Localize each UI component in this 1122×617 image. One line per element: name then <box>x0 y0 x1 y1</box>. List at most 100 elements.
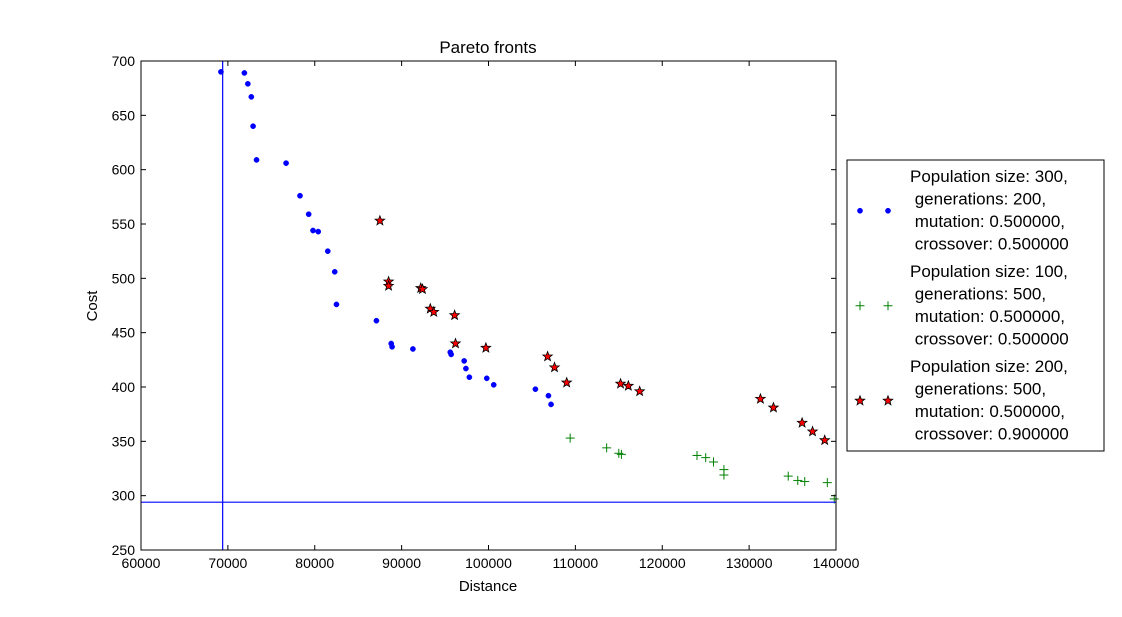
data-point-pop300-gen200-cx050-19 <box>448 351 454 358</box>
data-point-pop300-gen200-cx050-2 <box>245 80 251 87</box>
x-tick-label: 140000 <box>813 555 860 571</box>
x-tick-label: 110000 <box>553 555 599 571</box>
y-tick-label: 600 <box>112 162 136 178</box>
data-point-pop200-gen500-cx090-11 <box>548 361 561 373</box>
y-tick-label: 300 <box>112 488 136 504</box>
data-point-pop200-gen500-cx090-18 <box>796 416 808 428</box>
data-point-pop100-gen500-cx050-0 <box>565 433 575 443</box>
data-point-pop200-gen500-cx090-7 <box>448 309 461 321</box>
data-point-pop100-gen500-cx050-1 <box>602 443 612 453</box>
legend-label-pop200-gen500-cx090: Population size: 200, generations: 500, … <box>910 357 1069 444</box>
data-point-pop300-gen200-cx050-16 <box>389 343 395 350</box>
data-point-pop300-gen200-cx050-1 <box>241 70 248 76</box>
data-point-pop100-gen500-cx050-11 <box>800 477 810 487</box>
legend-marker-pop200-gen500-cx090 <box>882 394 894 406</box>
legend-label-line: crossover: 0.900000 <box>910 425 1069 444</box>
data-point-pop200-gen500-cx090-15 <box>633 385 646 397</box>
y-tick-label: 700 <box>112 53 136 69</box>
chart-title: Pareto fronts <box>439 38 536 57</box>
legend-label-line: mutation: 0.500000, <box>910 212 1065 231</box>
data-point-pop300-gen200-cx050-22 <box>466 374 473 381</box>
legend-label-line: Population size: 200, <box>910 357 1068 376</box>
data-point-pop100-gen500-cx050-9 <box>783 471 793 481</box>
data-point-pop100-gen500-cx050-10 <box>793 475 803 485</box>
data-point-pop300-gen200-cx050-21 <box>463 365 469 372</box>
x-tick-label: 70000 <box>208 555 247 571</box>
data-point-pop300-gen200-cx050-9 <box>310 227 316 234</box>
legend-label-line: generations: 500, <box>910 380 1046 399</box>
x-tick-label: 60000 <box>122 555 161 571</box>
data-point-pop200-gen500-cx090-8 <box>449 337 462 349</box>
data-point-pop300-gen200-cx050-7 <box>297 192 303 199</box>
series-pop100-gen500-cx050 <box>565 433 839 504</box>
data-point-pop200-gen500-cx090-14 <box>622 379 635 391</box>
y-tick-label: 400 <box>112 379 136 395</box>
data-point-pop100-gen500-cx050-12 <box>822 478 832 488</box>
legend-label-line: Population size: 300, <box>910 167 1068 186</box>
legend-label-pop100-gen500-cx050: Population size: 100, generations: 500, … <box>910 262 1069 349</box>
data-point-pop100-gen500-cx050-3 <box>616 449 626 459</box>
data-point-pop300-gen200-cx050-5 <box>253 157 260 163</box>
series-pop200-gen500-cx090 <box>374 214 831 446</box>
legend-label-line: mutation: 0.500000, <box>910 402 1065 421</box>
legend-label-line: mutation: 0.500000, <box>910 307 1065 326</box>
data-point-pop200-gen500-cx090-4 <box>416 283 429 295</box>
chart-text: Pareto fronts Distance Cost 60000 70000 80… <box>84 38 860 595</box>
legend-label-line: crossover: 0.500000 <box>910 330 1069 349</box>
x-tick-label: 130000 <box>726 555 773 571</box>
data-point-pop200-gen500-cx090-2 <box>382 279 395 291</box>
legend-entry-pop300-gen200-cx050: Population size: 300, generations: 200, … <box>857 167 1069 254</box>
data-point-pop200-gen500-cx090-13 <box>614 377 627 389</box>
data-point-pop200-gen500-cx090-16 <box>754 392 767 404</box>
data-point-pop300-gen200-cx050-13 <box>333 301 340 308</box>
legend-label-line: generations: 500, <box>910 285 1046 304</box>
data-point-pop100-gen500-cx050-4 <box>692 450 702 460</box>
data-point-pop300-gen200-cx050-24 <box>490 381 497 388</box>
legend-marker-pop100-gen500-cx050 <box>883 301 893 311</box>
data-point-pop200-gen500-cx090-17 <box>767 401 780 413</box>
legend-label-line: crossover: 0.500000 <box>910 235 1069 254</box>
x-axis-label: Distance <box>459 578 517 595</box>
legend-entry-pop100-gen500-cx050: Population size: 100, generations: 500, … <box>855 262 1069 349</box>
data-point-pop200-gen500-cx090-20 <box>818 434 831 446</box>
plot-area <box>141 61 836 550</box>
y-tick-label: 650 <box>112 107 136 123</box>
data-point-pop200-gen500-cx090-6 <box>427 305 440 317</box>
y-tick-label: 250 <box>112 542 136 558</box>
data-point-pop100-gen500-cx050-6 <box>709 457 719 467</box>
data-point-pop300-gen200-cx050-4 <box>250 123 256 130</box>
data-point-pop300-gen200-cx050-12 <box>331 268 338 275</box>
x-tick-label: 120000 <box>639 555 686 571</box>
legend: Population size: 300, generations: 200, … <box>846 159 1105 452</box>
legend-marker-pop300-gen200-cx050 <box>885 207 891 214</box>
data-point-pop300-gen200-cx050-26 <box>545 392 552 399</box>
data-point-pop300-gen200-cx050-23 <box>483 375 490 382</box>
data-point-pop200-gen500-cx090-9 <box>480 341 492 353</box>
x-tick-label: 80000 <box>295 555 334 571</box>
data-point-pop300-gen200-cx050-14 <box>373 317 380 324</box>
data-point-pop300-gen200-cx050-6 <box>283 160 289 166</box>
series-pop300-gen200-cx050 <box>218 69 554 408</box>
data-point-pop200-gen500-cx090-10 <box>541 350 554 362</box>
data-point-pop200-gen500-cx090-0 <box>374 214 386 226</box>
data-point-pop300-gen200-cx050-17 <box>410 346 416 352</box>
data-point-pop100-gen500-cx050-5 <box>701 453 711 463</box>
legend-marker-pop100-gen500-cx050 <box>855 301 865 311</box>
plot-background <box>141 61 836 550</box>
data-point-pop100-gen500-cx050-8 <box>719 470 729 480</box>
x-tick-label: 90000 <box>382 555 421 571</box>
y-tick-label: 450 <box>112 325 136 341</box>
data-point-pop300-gen200-cx050-27 <box>548 401 554 408</box>
data-marks <box>141 61 839 550</box>
legend-marker-pop300-gen200-cx050 <box>857 207 863 214</box>
data-point-pop300-gen200-cx050-25 <box>532 386 539 393</box>
legend-label-line: generations: 200, <box>910 190 1046 209</box>
data-point-pop200-gen500-cx090-12 <box>560 376 573 388</box>
x-tick-label: 100000 <box>465 555 512 571</box>
data-point-pop300-gen200-cx050-8 <box>305 211 312 218</box>
y-tick-label: 350 <box>112 433 136 449</box>
legend-entry-pop200-gen500-cx090: Population size: 200, generations: 500, … <box>854 357 1069 444</box>
data-point-pop200-gen500-cx090-19 <box>806 425 819 437</box>
